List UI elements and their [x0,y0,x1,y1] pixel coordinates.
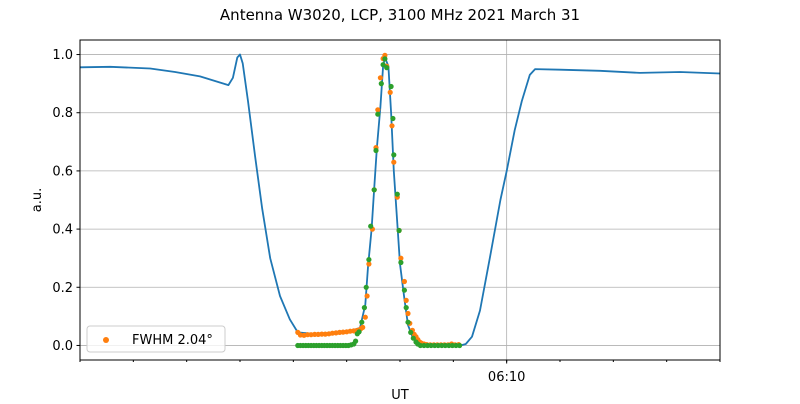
data-point-green [391,152,397,158]
data-point-orange [362,314,368,320]
data-point-green [373,147,379,154]
data-point-green [453,342,459,349]
data-point-green [388,83,394,90]
x-axis-label: UT [391,388,409,400]
data-point-green [408,329,414,335]
y-tick-label: 0.2 [52,281,73,296]
data-point-orange [387,89,393,95]
data-point-orange [405,310,411,317]
data-point-green [410,335,416,341]
x-tick-label: 06:10 [488,370,525,385]
data-point-green [442,342,448,349]
data-point-green [390,115,396,122]
data-point-orange [389,123,395,129]
axes-frame [79,39,721,361]
data-point-green [398,259,404,266]
data-point-green [380,62,386,68]
data-point-green [435,342,441,349]
data-point-orange [401,278,407,285]
data-point-green [375,111,381,117]
data-point-green [428,342,434,349]
data-point-orange [398,255,404,261]
y-tick-label: 0.6 [52,164,73,179]
chart-title: Antenna W3020, LCP, 3100 MHz 2021 March … [220,6,580,24]
data-point-green [403,305,409,311]
data-point-green [366,257,372,263]
data-point-orange [360,324,366,330]
y-tick-label: 1.0 [52,48,73,63]
data-point-green [368,223,374,229]
data-point-green [405,319,411,325]
data-point-green [457,342,463,349]
y-tick-label: 0.8 [52,106,73,121]
data-point-green [371,187,377,193]
data-point-green [394,191,400,197]
data-point-green [363,284,369,290]
data-point-green [421,342,427,349]
data-point-orange [377,75,383,81]
y-axis-label: a.u. [30,188,45,212]
data-point-green [356,329,362,335]
y-tick-label: 0.0 [52,339,73,354]
data-point-green [353,338,359,344]
data-point-orange [403,297,409,303]
data-point-green [378,81,384,87]
legend: FWHM 2.04° [86,325,226,353]
legend-label: FWHM 2.04° [132,333,213,348]
data-point-green [361,305,367,311]
grid [80,40,720,360]
data-point-green [396,227,402,234]
data-point-green [384,65,390,71]
data-point-orange [375,107,381,113]
data-point-orange [366,261,372,267]
data-point-green [449,342,455,349]
legend-marker-orange [103,337,109,343]
data-point-green [382,56,388,62]
data-point-green [417,342,423,349]
plot-area [79,52,721,349]
axis-ticks: 0.0 0.2 0.4 0.6 0.8 1.0 06:10 [52,48,721,385]
data-point-orange [364,293,370,299]
data-point-orange [391,159,397,165]
data-point-green [401,287,407,293]
legend-box [86,325,226,353]
y-tick-label: 0.4 [52,223,73,238]
series-line-blue [79,53,721,347]
data-point-green [359,319,365,325]
